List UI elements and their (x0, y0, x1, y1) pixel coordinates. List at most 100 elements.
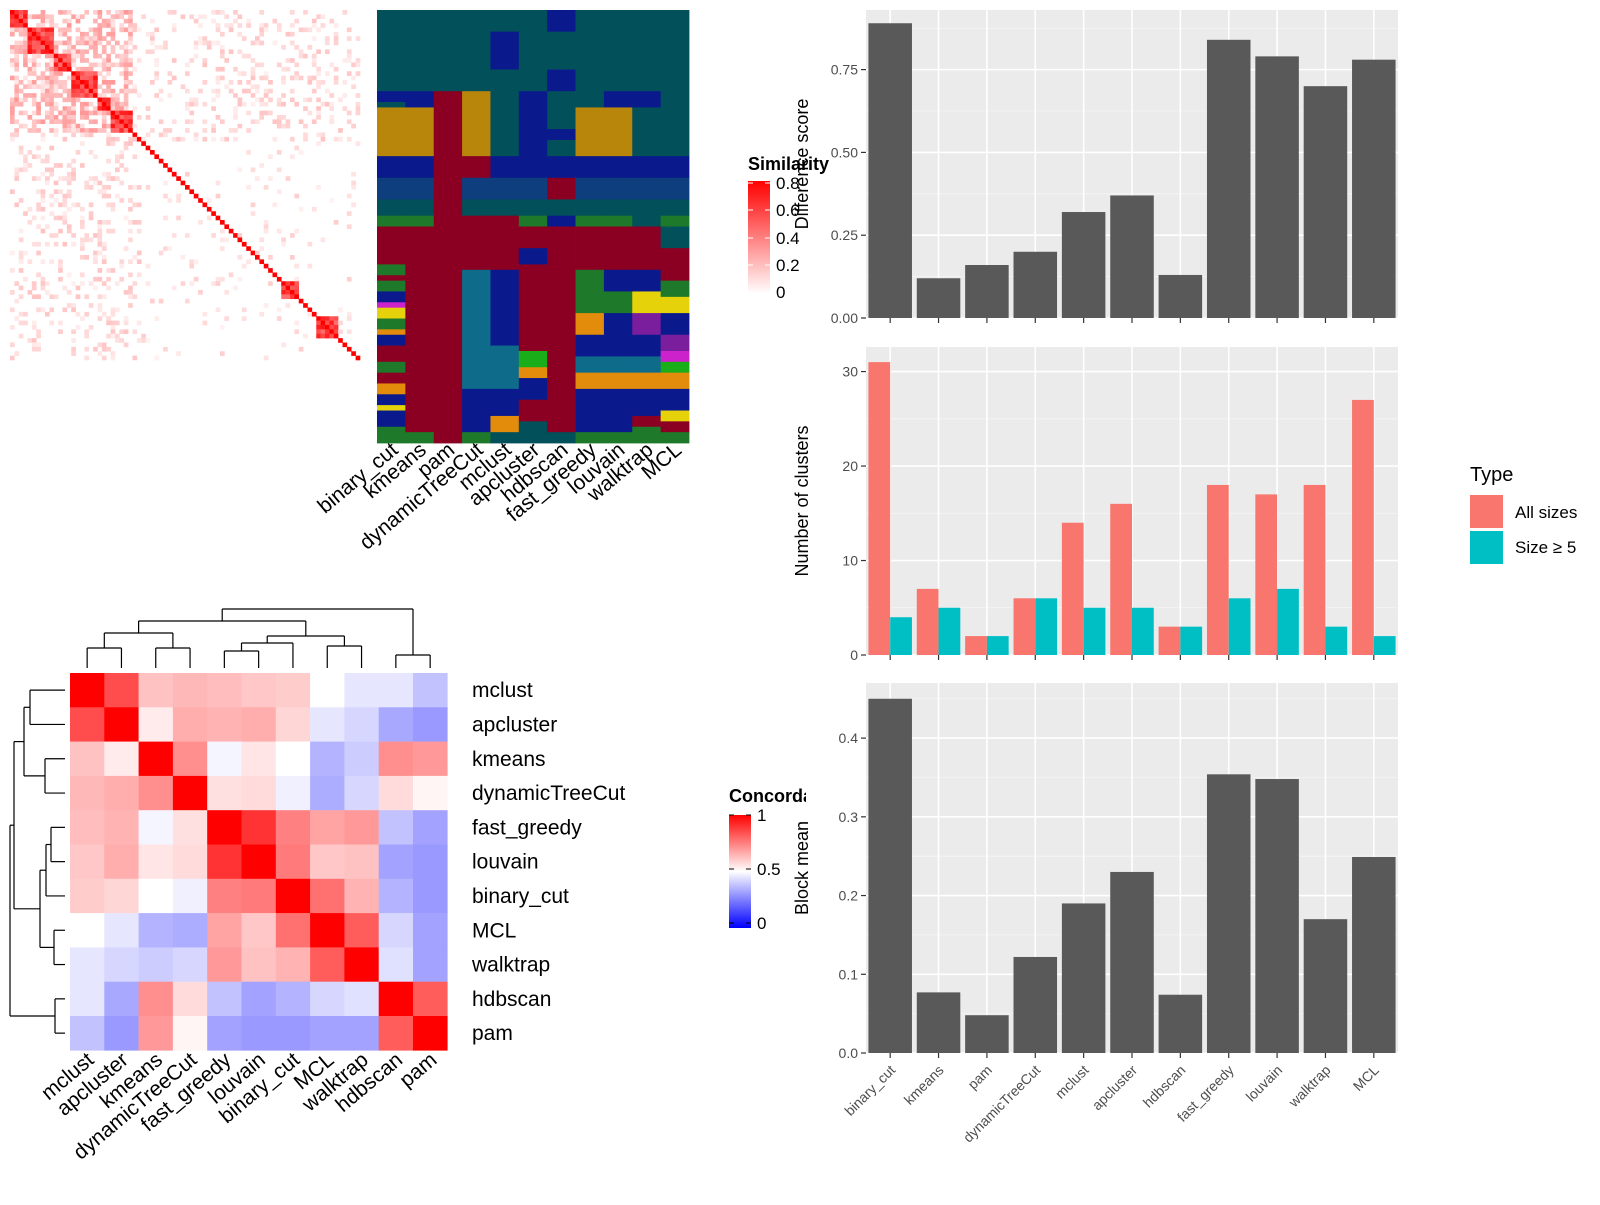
similarity-cell (228, 49, 234, 55)
similarity-cell (45, 158, 50, 164)
similarity-cell (101, 128, 107, 133)
similarity-cell (298, 49, 304, 55)
similarity-cell (263, 355, 269, 361)
similarity-cell (36, 176, 41, 181)
similarity-cell (36, 241, 41, 247)
similarity-cell (298, 150, 304, 155)
similarity-cell (185, 106, 190, 111)
similarity-cell (36, 342, 41, 348)
similarity-cell (110, 355, 116, 361)
cluster-cell-walktrap (632, 372, 662, 390)
cluster-cell-apcluster (518, 399, 548, 422)
similarity-cell (62, 49, 68, 55)
similarity-cell (128, 14, 133, 20)
concordance-cell (172, 741, 208, 777)
similarity-cell (66, 27, 72, 33)
similarity-cell (329, 93, 335, 98)
similarity-cell (23, 75, 28, 81)
cluster-cell-louvain (603, 226, 633, 271)
similarity-cell (27, 66, 33, 72)
bar-kmeans (916, 278, 961, 318)
similarity-cell (237, 233, 243, 238)
similarity-cell (255, 88, 260, 94)
similarity-cell (250, 211, 256, 216)
similarity-cell (97, 241, 103, 247)
similarity-cell (329, 325, 335, 330)
concordance-cell (70, 981, 105, 1017)
similarity-cell (329, 316, 335, 321)
similarity-cell (71, 45, 76, 50)
cluster-cell-MCL (660, 361, 690, 374)
similarity-cell (110, 202, 116, 208)
concordance-row-label-apcluster: apcluster (472, 714, 557, 737)
similarity-cell (241, 263, 247, 269)
similarity-cell (97, 27, 103, 33)
similarity-cell (66, 18, 72, 24)
similarity-cell (154, 154, 160, 160)
similarity-cell (97, 307, 103, 313)
similarity-cell (290, 294, 295, 300)
similarity-cell (110, 123, 116, 129)
similarity-cell (198, 40, 203, 46)
similarity-cell (119, 198, 125, 203)
similarity-cell (206, 215, 212, 221)
concordance-cell (70, 844, 105, 880)
similarity-cell (66, 23, 72, 28)
similarity-cell (268, 154, 273, 160)
similarity-cell (45, 176, 50, 181)
similarity-cell (58, 71, 63, 76)
similarity-cell (97, 40, 103, 46)
similarity-cell (40, 307, 46, 313)
similarity-cell (115, 110, 120, 116)
similarity-cell (163, 193, 168, 199)
similarity-cell (346, 346, 352, 352)
similarity-cell (355, 58, 361, 63)
similarity-cell (101, 220, 107, 225)
concordance-cell (241, 844, 277, 880)
similarity-cell (316, 27, 321, 33)
similarity-cell (14, 171, 20, 177)
similarity-cell (342, 93, 348, 98)
similarity-cell (202, 119, 208, 125)
concordance-cell (241, 673, 277, 708)
concordance-cell (207, 707, 242, 742)
similarity-cell (250, 40, 256, 46)
similarity-cell (18, 45, 24, 50)
similarity-cell (128, 123, 133, 129)
similarity-cell (123, 84, 129, 90)
similarity-cell (145, 263, 151, 269)
similarity-cell (237, 80, 243, 85)
similarity-cell (93, 31, 98, 37)
similarity-cell (36, 23, 41, 28)
similarity-cell (31, 66, 37, 72)
concordance-cell (70, 947, 105, 982)
similarity-cell (132, 355, 138, 361)
similarity-cell (97, 128, 103, 133)
similarity-cell (259, 75, 265, 81)
concordance-cell (310, 673, 345, 708)
similarity-cell (23, 97, 28, 103)
similarity-cell (106, 185, 111, 190)
similarity-cell (237, 97, 243, 103)
bar-fast_greedy (1206, 39, 1251, 319)
similarity-cell (18, 333, 24, 339)
similarity-cell (128, 49, 133, 55)
similarity-cell (128, 198, 133, 203)
similarity-cell (18, 250, 24, 256)
similarity-cell (316, 333, 321, 339)
similarity-cell (71, 110, 76, 116)
similarity-cell (202, 101, 208, 107)
cluster-cell-binary_cut (377, 410, 406, 428)
similarity-cell (176, 198, 181, 203)
cluster-cell-walktrap (632, 177, 662, 200)
cluster-cell-walktrap (632, 388, 662, 417)
concordance-cell (310, 775, 345, 811)
similarity-cell (220, 237, 225, 243)
cluster-cell-louvain (603, 156, 633, 179)
similarity-cell (10, 115, 15, 120)
similarity-cell (123, 53, 129, 59)
similarity-cell (228, 228, 234, 234)
similarity-cell (53, 128, 59, 133)
concordance-cell (413, 810, 448, 845)
similarity-cell (115, 307, 120, 313)
